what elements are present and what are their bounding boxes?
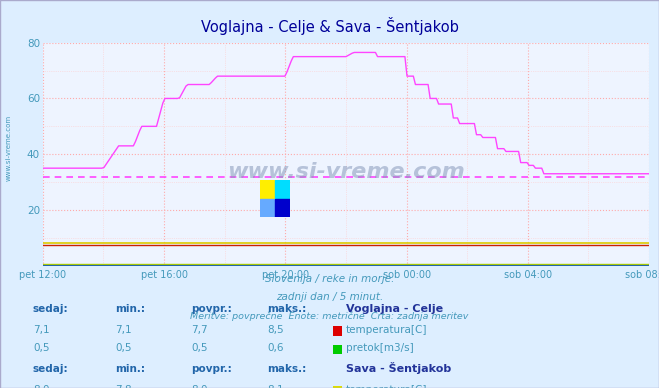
Text: www.si-vreme.com: www.si-vreme.com (227, 162, 465, 182)
Text: 0,5: 0,5 (115, 343, 132, 353)
Bar (275, 180, 290, 199)
Text: 0,6: 0,6 (267, 343, 283, 353)
Text: sedaj:: sedaj: (33, 304, 69, 314)
Text: 7,7: 7,7 (191, 324, 208, 334)
Text: Sava - Šentjakob: Sava - Šentjakob (346, 362, 451, 374)
Text: 8,0: 8,0 (33, 385, 49, 388)
Text: 7,1: 7,1 (115, 324, 132, 334)
Text: www.si-vreme.com: www.si-vreme.com (5, 114, 11, 180)
Text: Voglajna - Celje: Voglajna - Celje (346, 304, 443, 314)
Text: maks.:: maks.: (267, 304, 306, 314)
Text: Voglajna - Celje & Sava - Šentjakob: Voglajna - Celje & Sava - Šentjakob (200, 17, 459, 35)
Text: min.:: min.: (115, 364, 146, 374)
Text: temperatura[C]: temperatura[C] (346, 385, 428, 388)
Text: povpr.:: povpr.: (191, 304, 232, 314)
Bar (275, 199, 290, 217)
Bar (260, 199, 275, 217)
Text: 8,1: 8,1 (267, 385, 283, 388)
Text: 8,5: 8,5 (267, 324, 283, 334)
Text: sedaj:: sedaj: (33, 364, 69, 374)
Text: maks.:: maks.: (267, 364, 306, 374)
Text: Slovenija / reke in morje.: Slovenija / reke in morje. (265, 274, 394, 284)
Text: min.:: min.: (115, 304, 146, 314)
Text: 0,5: 0,5 (33, 343, 49, 353)
Text: zadnji dan / 5 minut.: zadnji dan / 5 minut. (276, 292, 383, 302)
Text: povpr.:: povpr.: (191, 364, 232, 374)
Text: 7,8: 7,8 (115, 385, 132, 388)
Text: pretok[m3/s]: pretok[m3/s] (346, 343, 414, 353)
Text: temperatura[C]: temperatura[C] (346, 324, 428, 334)
Text: 8,0: 8,0 (191, 385, 208, 388)
Text: 7,1: 7,1 (33, 324, 49, 334)
Text: 0,5: 0,5 (191, 343, 208, 353)
Bar (260, 180, 275, 199)
Text: Meritve: povprečne  Enote: metrične  Črta: zadnja meritev: Meritve: povprečne Enote: metrične Črta:… (190, 311, 469, 321)
